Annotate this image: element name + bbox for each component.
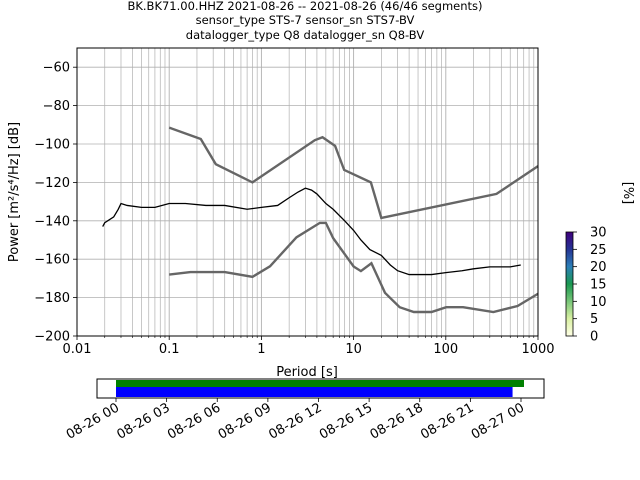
colorbar-label: [%]	[620, 182, 635, 205]
y-tick-label: −180	[34, 291, 70, 306]
noise-models	[168, 126, 539, 314]
colorbar-tick-label: 10	[590, 295, 607, 310]
x-axis-label: Period [s]	[276, 365, 338, 380]
nlnm-line	[169, 221, 539, 314]
colorbar-tick-label: 5	[590, 312, 598, 327]
plot-background	[77, 48, 538, 336]
plot-frame	[76, 47, 539, 337]
colorbar-tick-label: 0	[590, 330, 598, 345]
y-ticks: −60 −80 −100 −120 −140 −160 −180 −200	[34, 61, 77, 345]
timeline-tick-label: 08-26 15	[317, 400, 375, 442]
y-tick-label: −200	[34, 330, 70, 345]
colorbar-tick-label: 15	[590, 278, 607, 293]
mode-line	[102, 187, 521, 276]
y-tick-label: −120	[34, 176, 70, 191]
x-tick-label: 100	[433, 342, 458, 357]
timeline-tick-label: 08-26 03	[115, 400, 173, 442]
timeline-tick-label: 08-26 09	[216, 400, 274, 442]
timeline-tick-label: 08-26 00	[64, 400, 122, 442]
y-tick-label: −160	[34, 253, 70, 268]
segments-used-bar	[116, 387, 513, 397]
colorbar-bar	[565, 231, 574, 337]
mode-curve	[102, 187, 521, 276]
colorbar-tick-label: 25	[590, 243, 607, 258]
y-tick-label: −80	[43, 99, 70, 114]
grid-lines	[76, 48, 538, 337]
colorbar-ticks: 0 5 10 15 20 25 30	[573, 226, 607, 345]
x-tick-label: 1	[257, 342, 265, 357]
x-tick-label: 1000	[521, 342, 554, 357]
x-tick-label: 0.01	[63, 342, 92, 357]
colorbar-tick-label: 20	[590, 260, 607, 275]
y-tick-label: −100	[34, 138, 70, 153]
colorbar-tick-label: 30	[590, 226, 607, 241]
figure-title: BK.BK71.00.HHZ 2021-08-26 -- 2021-08-26 …	[127, 0, 482, 42]
y-axis-label: Power [m²/s⁴/Hz] [dB]	[7, 122, 22, 262]
colorbar: 0 5 10 15 20 25 30 [%]	[565, 182, 635, 345]
title-line-1: BK.BK71.00.HHZ 2021-08-26 -- 2021-08-26 …	[127, 0, 482, 13]
ppsd-plot: 0.01 0.1 1 10 100 1000 −60 −80 −100 −120 −140 −160…	[7, 47, 555, 380]
x-tick-label: 10	[345, 342, 362, 357]
x-ticks: 0.01 0.1 1 10 100 1000	[63, 336, 555, 357]
title-line-2: sensor_type STS-7 sensor_sn STS7-BV	[196, 13, 415, 27]
x-tick-label: 0.1	[159, 342, 180, 357]
y-tick-label: −140	[34, 214, 70, 229]
title-line-3: datalogger_type Q8 datalogger_sn Q8-BV	[186, 28, 425, 42]
timeline-tick-label: 08-26 06	[165, 400, 223, 442]
timeline-tick-label: 08-26 18	[368, 400, 426, 442]
data-available-bar	[116, 380, 524, 387]
timeline-tick-label: 08-27 00	[469, 400, 527, 442]
nhnm-line	[168, 126, 539, 220]
timeline-tick-label: 08-26 12	[266, 400, 324, 442]
timeline-tick-label: 08-26 21	[418, 400, 476, 442]
y-tick-label: −60	[43, 61, 70, 76]
